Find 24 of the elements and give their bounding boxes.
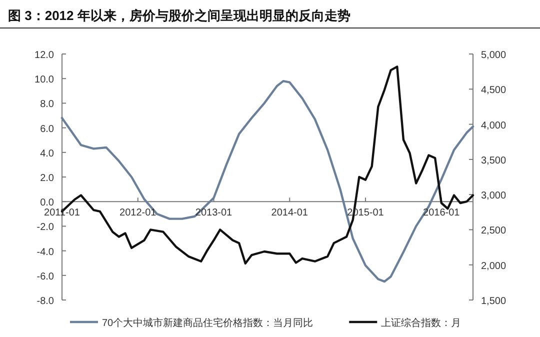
y2-tick-label: 1,500 [481, 296, 506, 307]
y-tick-label: 0.0 [40, 198, 54, 209]
y2-tick-label: 3,000 [481, 190, 506, 202]
y2-tick-label: 2,500 [481, 226, 506, 237]
y2-tick-label: 4,500 [481, 85, 506, 96]
y-tick-label: -8.0 [36, 296, 54, 307]
y2-tick-label: 3,500 [481, 155, 506, 166]
y-tick-label: 12.0 [34, 50, 54, 61]
y-tick-label: 10.0 [34, 74, 54, 86]
legend-label: 70个大中城市新建商品住宅价格指数：当月同比 [102, 317, 314, 329]
chart-title: 图 3：2012 年以来，房价与股价之间呈现出明显的反向走势 [8, 8, 350, 23]
y-tick-label: -2.0 [36, 222, 54, 234]
y-tick-label: 8.0 [40, 99, 54, 110]
legend-label: 上证综合指数：月 [381, 317, 462, 329]
y-tick-label: 2.0 [40, 173, 54, 184]
y2-tick-label: 4,000 [481, 120, 506, 132]
y-tick-label: -4.0 [36, 246, 54, 258]
y2-tick-label: 5,000 [481, 50, 506, 61]
x-tick-label: 2014-01 [271, 208, 308, 219]
y-tick-label: 4.0 [40, 148, 54, 160]
y-tick-label: -6.0 [36, 271, 54, 282]
x-tick-label: 2012-01 [120, 208, 157, 219]
y-tick-label: 6.0 [40, 124, 54, 135]
y2-tick-label: 2,000 [481, 260, 506, 272]
